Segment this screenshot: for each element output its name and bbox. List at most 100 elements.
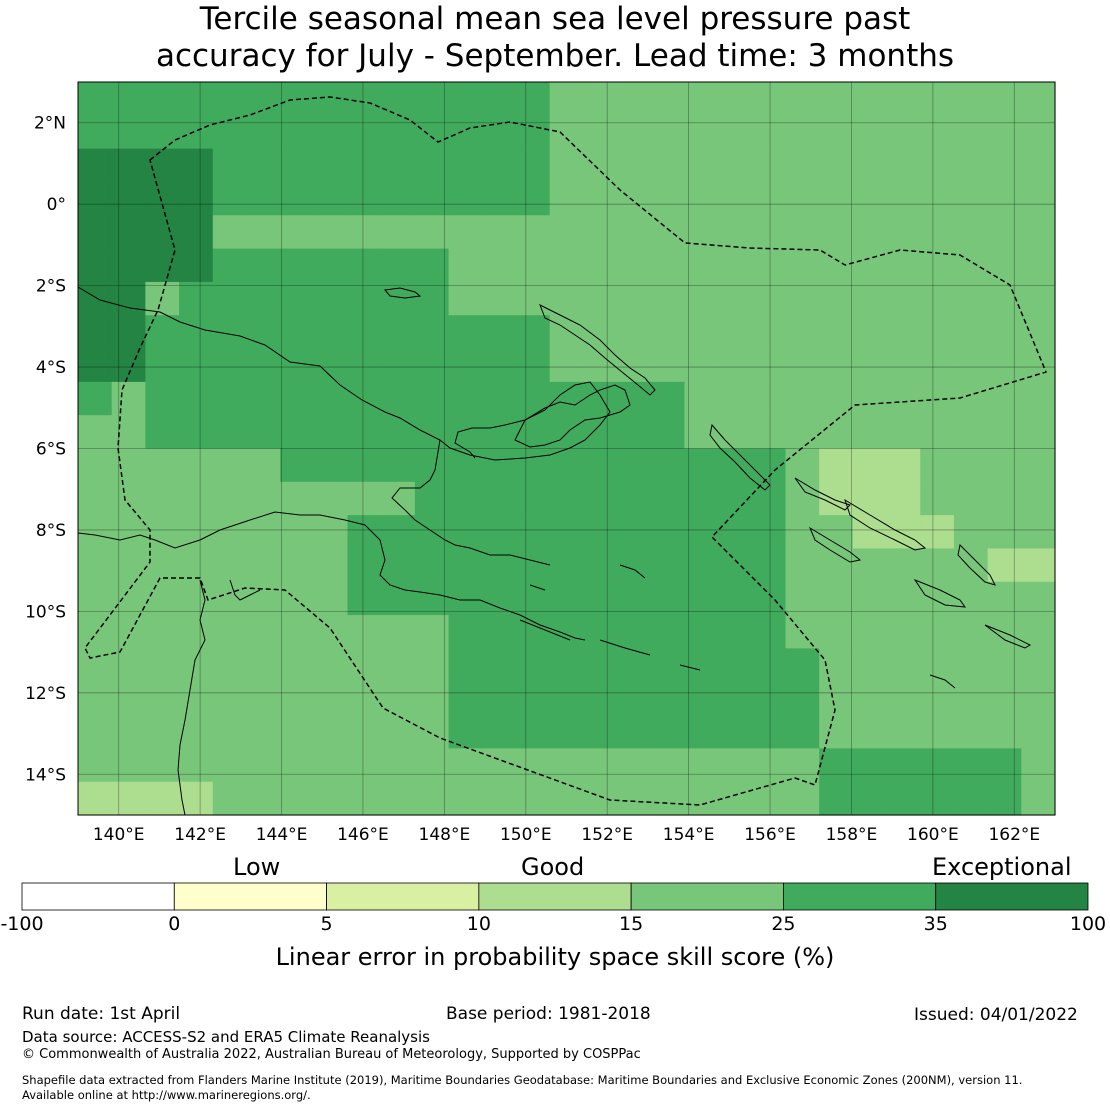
skill-cell	[751, 381, 787, 416]
skill-cell	[179, 515, 214, 550]
skill-cell	[650, 82, 686, 116]
skill-cell	[886, 448, 921, 483]
solomon-newgeorgia-coast	[808, 526, 862, 563]
skill-cell	[347, 581, 382, 616]
skill-cell	[785, 548, 820, 583]
skill-cell	[313, 281, 349, 316]
skill-cell	[987, 548, 1022, 583]
latitude-tick-label: 2°N	[34, 114, 66, 134]
skill-cell	[448, 515, 483, 550]
skill-cell	[212, 381, 248, 416]
skill-cell	[953, 615, 989, 650]
skill-cell	[886, 281, 921, 316]
skill-cell	[212, 248, 248, 283]
skill-cell	[280, 748, 315, 783]
skill-cell	[313, 181, 349, 216]
skill-cell	[111, 248, 146, 283]
skill-cell	[515, 415, 551, 450]
skill-cell	[179, 215, 214, 250]
skill-cell	[953, 548, 989, 583]
skill-cell	[852, 615, 888, 650]
skill-cell	[111, 215, 146, 250]
skill-cell	[179, 648, 214, 683]
skill-cell	[1021, 781, 1056, 816]
skill-cell	[212, 548, 248, 583]
skill-cell	[987, 515, 1022, 550]
skill-cell	[448, 715, 483, 749]
skill-cell	[953, 448, 989, 483]
skill-cell	[617, 748, 652, 783]
skill-cell	[583, 481, 618, 516]
skill-cell	[414, 781, 450, 816]
admiralty-islands	[384, 287, 422, 299]
skill-cell	[78, 115, 113, 150]
skill-cell	[78, 748, 113, 783]
map-frame	[77, 81, 1056, 816]
skill-cell	[617, 315, 652, 350]
skill-cell	[347, 515, 382, 550]
skill-cell	[785, 248, 820, 283]
skill-cell	[212, 715, 248, 749]
skill-cell	[819, 315, 854, 350]
skill-cell	[920, 648, 955, 683]
skill-cell	[650, 581, 686, 616]
skill-cell	[111, 481, 146, 516]
skill-cell	[886, 648, 921, 683]
skill-cell	[179, 415, 214, 450]
skill-cell	[448, 315, 483, 350]
skill-cell	[920, 781, 955, 816]
skill-cell	[953, 648, 989, 683]
skill-cell	[1021, 515, 1056, 550]
skill-cell	[751, 715, 787, 749]
skill-cell	[886, 315, 921, 350]
skill-cell	[819, 215, 854, 250]
skill-cell	[246, 315, 281, 350]
skill-cell	[111, 781, 146, 816]
skill-cell	[515, 548, 551, 583]
skill-cell	[145, 681, 180, 716]
skill-cell	[583, 548, 618, 583]
skill-cell	[515, 448, 551, 483]
skill-cell	[313, 115, 349, 150]
run-date: Run date: 1st April	[22, 1004, 181, 1024]
skill-cell	[718, 681, 753, 716]
skill-cell	[886, 415, 921, 450]
skill-cell	[347, 215, 382, 250]
skill-cell	[987, 481, 1022, 516]
skill-cell	[145, 481, 180, 516]
skill-cell	[819, 248, 854, 283]
skill-cell	[246, 581, 281, 616]
skill-cell	[852, 715, 888, 749]
skill-cell	[650, 115, 686, 150]
skill-cell	[78, 248, 113, 283]
skill-cell	[718, 781, 753, 816]
cape-york-coast	[177, 579, 261, 816]
skill-cell	[280, 481, 315, 516]
skill-cell	[617, 615, 652, 650]
copyright: © Commonwealth of Australia 2022, Austra…	[22, 1047, 641, 1062]
skill-cell	[246, 181, 281, 216]
skill-cell	[684, 381, 719, 416]
png-eez-boundary	[84, 96, 1048, 806]
skill-cell	[1021, 115, 1056, 150]
skill-cell	[549, 415, 584, 450]
longitude-tick-label: 148°E	[419, 825, 471, 845]
skill-cell	[313, 315, 349, 350]
skill-cell	[246, 415, 281, 450]
skill-cell	[650, 715, 686, 749]
skill-cell	[212, 681, 248, 716]
solomon-makira-coast	[984, 624, 1032, 649]
skill-cell	[179, 548, 214, 583]
skill-cell	[920, 115, 955, 150]
skill-cell	[212, 581, 248, 616]
colorbar-segment	[478, 882, 632, 911]
skill-cell	[1021, 215, 1056, 250]
skill-cell	[280, 648, 315, 683]
skill-cell	[1021, 248, 1056, 283]
skill-cell	[381, 148, 416, 183]
colorbar-tick-label: 0	[168, 913, 181, 935]
skill-cell	[280, 548, 315, 583]
skill-cell	[414, 715, 450, 749]
skill-cell	[414, 181, 450, 216]
skill-cell	[246, 82, 281, 116]
